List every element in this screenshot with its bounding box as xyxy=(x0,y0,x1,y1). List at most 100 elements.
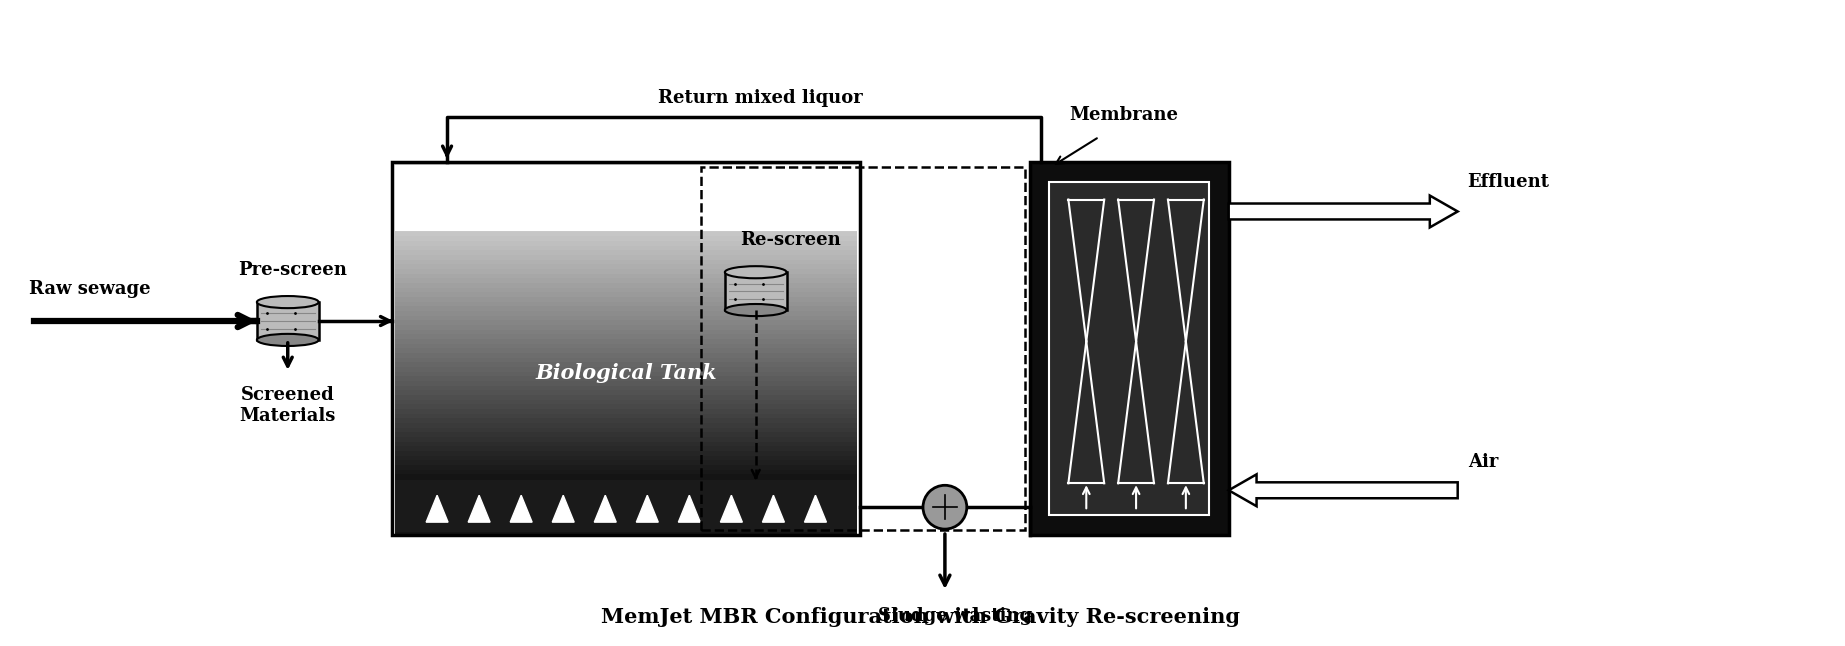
Bar xyxy=(395,329,858,335)
Bar xyxy=(395,236,858,241)
Bar xyxy=(395,386,858,390)
Bar xyxy=(395,470,858,474)
Bar xyxy=(395,180,858,185)
Polygon shape xyxy=(679,495,701,522)
Bar xyxy=(395,498,858,503)
Bar xyxy=(395,190,858,194)
Bar xyxy=(395,283,858,287)
Bar xyxy=(395,167,858,171)
Bar xyxy=(395,503,858,507)
Bar xyxy=(395,306,858,311)
Bar xyxy=(395,413,858,419)
Text: Screened
Materials: Screened Materials xyxy=(240,386,336,424)
Bar xyxy=(395,395,858,400)
Bar xyxy=(395,521,858,526)
Bar xyxy=(395,297,858,302)
Polygon shape xyxy=(426,495,448,522)
Bar xyxy=(395,400,858,404)
Text: Sludge wasting: Sludge wasting xyxy=(878,607,1031,625)
Bar xyxy=(395,316,858,320)
Bar xyxy=(395,512,858,516)
Bar xyxy=(395,409,858,413)
Bar xyxy=(395,302,858,306)
Polygon shape xyxy=(511,495,531,522)
Bar xyxy=(395,481,858,532)
Bar xyxy=(395,488,858,493)
Bar xyxy=(395,358,858,362)
Circle shape xyxy=(922,485,967,529)
Polygon shape xyxy=(804,495,827,522)
Bar xyxy=(395,371,858,377)
Bar xyxy=(395,165,858,231)
Bar xyxy=(395,176,858,180)
Bar xyxy=(395,526,858,530)
Bar xyxy=(395,446,858,451)
Bar xyxy=(395,507,858,512)
Bar xyxy=(395,222,858,227)
Polygon shape xyxy=(594,495,616,522)
Bar xyxy=(395,287,858,293)
Bar xyxy=(395,194,858,199)
Ellipse shape xyxy=(256,334,319,346)
Bar xyxy=(395,209,858,213)
Bar xyxy=(395,484,858,488)
Bar xyxy=(395,311,858,316)
Polygon shape xyxy=(552,495,574,522)
Bar xyxy=(395,269,858,274)
Bar xyxy=(395,437,858,442)
Bar xyxy=(395,530,858,535)
Text: Biological Tank: Biological Tank xyxy=(535,363,718,383)
Bar xyxy=(395,353,858,358)
Ellipse shape xyxy=(256,296,319,308)
Bar xyxy=(395,227,858,232)
Bar xyxy=(395,218,858,222)
Polygon shape xyxy=(469,495,491,522)
Bar xyxy=(395,162,858,167)
Ellipse shape xyxy=(725,266,786,278)
Bar xyxy=(395,339,858,344)
Text: Membrane: Membrane xyxy=(1070,106,1179,124)
Bar xyxy=(395,423,858,428)
Text: Return mixed liquor: Return mixed liquor xyxy=(659,89,863,107)
Bar xyxy=(395,451,858,455)
Bar xyxy=(395,465,858,470)
Bar xyxy=(395,493,858,498)
Bar xyxy=(395,260,858,264)
Text: Air: Air xyxy=(1467,453,1498,472)
Bar xyxy=(395,404,858,409)
Bar xyxy=(395,344,858,348)
Bar xyxy=(395,199,858,203)
Bar xyxy=(395,455,858,461)
Bar xyxy=(395,264,858,269)
Bar xyxy=(395,428,858,432)
Bar xyxy=(393,162,860,535)
Bar xyxy=(395,325,858,329)
Bar xyxy=(395,278,858,283)
Bar xyxy=(395,213,858,218)
Bar xyxy=(395,474,858,479)
Bar xyxy=(395,419,858,423)
Bar xyxy=(395,245,858,251)
Text: Re-screen: Re-screen xyxy=(740,231,841,249)
Bar xyxy=(395,516,858,521)
Bar xyxy=(395,203,858,209)
Bar xyxy=(395,274,858,278)
Bar xyxy=(256,302,319,340)
Text: Raw sewage: Raw sewage xyxy=(30,280,151,298)
Polygon shape xyxy=(1229,474,1458,506)
Bar xyxy=(1050,182,1208,515)
Text: MemJet MBR Configuration with Gravity Re-screening: MemJet MBR Configuration with Gravity Re… xyxy=(600,607,1240,627)
Bar xyxy=(395,320,858,325)
Bar xyxy=(725,272,786,310)
Bar xyxy=(395,241,858,245)
Bar xyxy=(395,461,858,465)
Polygon shape xyxy=(1229,196,1458,227)
Bar xyxy=(395,377,858,381)
Text: Pre-screen: Pre-screen xyxy=(238,261,347,279)
Bar xyxy=(701,167,1024,530)
Bar xyxy=(1030,162,1229,535)
Polygon shape xyxy=(637,495,659,522)
Bar xyxy=(395,185,858,190)
Bar xyxy=(395,381,858,386)
Bar xyxy=(395,232,858,236)
